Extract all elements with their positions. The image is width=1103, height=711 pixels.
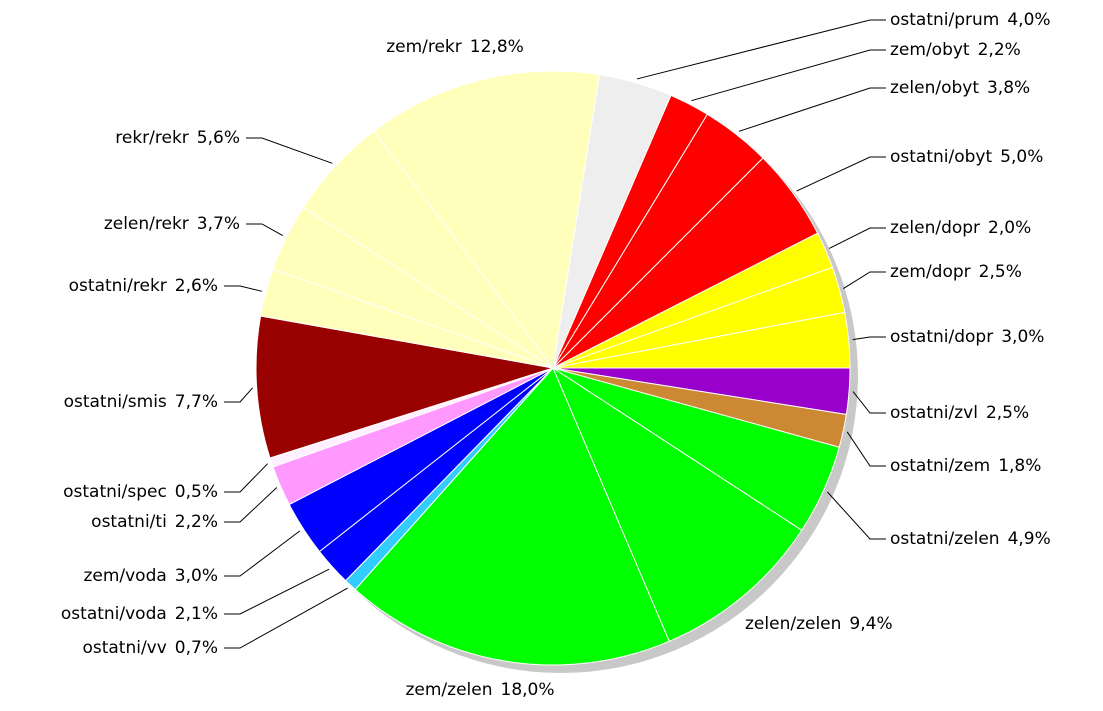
slice-value: 2,5%: [986, 403, 1029, 423]
slice-value: 3,0%: [1001, 327, 1044, 347]
leader-line: [224, 285, 263, 292]
leader-line: [852, 391, 886, 414]
leader-line: [224, 463, 268, 493]
slice-name: ostatni/prum: [890, 10, 999, 30]
slice-value: 0,5%: [175, 482, 218, 502]
slice-value: 0,7%: [175, 638, 218, 658]
slice-value: 2,1%: [175, 604, 218, 624]
leader-line: [246, 137, 333, 164]
slice-value: 7,7%: [175, 392, 218, 412]
slice-value: 2,2%: [175, 512, 218, 532]
slice-label: zem/zelen 18,0%: [405, 680, 554, 700]
leader-line: [846, 431, 886, 467]
leader-line: [224, 487, 278, 523]
slice-value: 3,7%: [197, 214, 240, 234]
leader-line: [224, 530, 301, 577]
leader-line: [691, 49, 886, 102]
leader-line: [636, 19, 886, 80]
slice-name: ostatni/zelen: [890, 529, 1000, 549]
slice-name: zem/voda: [83, 566, 166, 586]
slice-value: 2,2%: [978, 40, 1021, 60]
pie-slice: [373, 70, 601, 370]
slice-label: zelen/dopr 2,0%: [890, 218, 1031, 238]
slice-label: zem/voda 3,0%: [83, 566, 218, 586]
slice-label: ostatni/ti 2,2%: [91, 512, 218, 532]
slice-name: ostatni/zvl: [890, 403, 978, 423]
slice-label: ostatni/dopr 3,0%: [890, 327, 1044, 347]
slice-name: zem/rekr: [386, 37, 462, 57]
slice-label: ostatni/zem 1,8%: [890, 456, 1041, 476]
slice-name: zelen/zelen: [745, 614, 841, 634]
slice-value: 12,8%: [470, 37, 524, 57]
pie-slice: [551, 366, 803, 642]
leader-line: [738, 87, 886, 132]
slice-name: zelen/dopr: [890, 218, 980, 238]
pie-slice: [354, 367, 670, 666]
slice-value: 4,9%: [1008, 529, 1051, 549]
pie-slice: [255, 315, 554, 459]
slice-label: ostatni/voda 2,1%: [61, 604, 218, 624]
slice-label: zelen/obyt 3,8%: [890, 78, 1030, 98]
slice-value: 2,5%: [979, 262, 1022, 282]
leader-line: [246, 223, 283, 237]
slice-value: 3,0%: [175, 566, 218, 586]
slice-label: zem/obyt 2,2%: [890, 40, 1021, 60]
slice-value: 18,0%: [501, 680, 555, 700]
leader-line: [826, 491, 886, 540]
slice-value: 4,0%: [1007, 10, 1050, 30]
slice-label: zem/rekr 12,8%: [386, 37, 524, 57]
slice-label: rekr/rekr 5,6%: [115, 128, 240, 148]
slice-value: 5,6%: [197, 128, 240, 148]
leader-line: [224, 387, 254, 403]
slice-name: zem/obyt: [890, 40, 970, 60]
leader-line: [843, 271, 886, 289]
slice-value: 3,8%: [987, 78, 1030, 98]
slice-name: ostatni/smis: [64, 392, 167, 412]
slice-name: ostatni/rekr: [69, 276, 167, 296]
slice-label: zelen/zelen 9,4%: [745, 614, 893, 634]
slice-label: ostatni/obyt 5,0%: [890, 147, 1043, 167]
slice-name: ostatni/dopr: [890, 327, 993, 347]
leader-line: [829, 227, 886, 249]
slice-name: ostatni/voda: [61, 604, 167, 624]
slice-value: 2,6%: [175, 276, 218, 296]
slice-label: ostatni/prum 4,0%: [890, 10, 1051, 30]
slice-value: 5,0%: [1000, 147, 1043, 167]
slice-name: zem/dopr: [890, 262, 971, 282]
slice-name: ostatni/obyt: [890, 147, 992, 167]
slice-label: zem/dopr 2,5%: [890, 262, 1022, 282]
slice-label: ostatni/vv 0,7%: [82, 638, 218, 658]
slice-label: zelen/rekr 3,7%: [104, 214, 240, 234]
slice-value: 9,4%: [849, 614, 892, 634]
slice-value: 2,0%: [988, 218, 1031, 238]
leader-line: [224, 568, 330, 615]
slice-name: rekr/rekr: [115, 128, 189, 148]
slice-label: ostatni/zelen 4,9%: [890, 529, 1051, 549]
slice-label: ostatni/rekr 2,6%: [69, 276, 218, 296]
leader-line: [224, 587, 348, 649]
slice-name: ostatni/zem: [890, 456, 990, 476]
slice-name: ostatni/spec: [63, 482, 167, 502]
slice-value: 1,8%: [998, 456, 1041, 476]
slice-name: ostatni/vv: [82, 638, 166, 658]
slice-label: ostatni/smis 7,7%: [64, 392, 218, 412]
slice-name: zelen/obyt: [890, 78, 979, 98]
slice-label: ostatni/spec 0,5%: [63, 482, 218, 502]
leader-line: [852, 336, 886, 341]
leader-line: [796, 156, 886, 192]
slice-name: ostatni/ti: [91, 512, 167, 532]
slice-name: zelen/rekr: [104, 214, 189, 234]
slice-name: zem/zelen: [405, 680, 492, 700]
slice-label: ostatni/zvl 2,5%: [890, 403, 1029, 423]
